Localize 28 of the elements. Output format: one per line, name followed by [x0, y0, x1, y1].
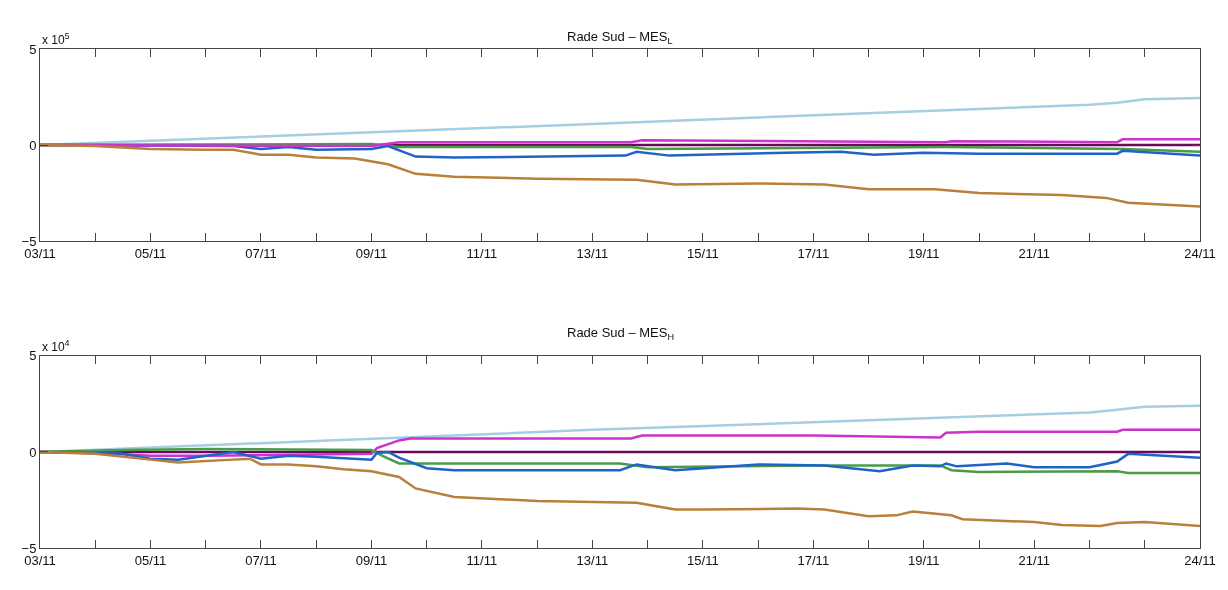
x-tick-label: 24/11 — [1184, 552, 1216, 568]
x-tick-label: 19/11 — [908, 245, 940, 261]
x-tick-label: 05/11 — [134, 245, 167, 261]
x-tick-label: 09/11 — [355, 245, 388, 261]
x-tick-label: 07/11 — [245, 552, 277, 568]
x-tick-label: 15/11 — [687, 245, 719, 261]
x-tick-label: 21/11 — [1018, 552, 1051, 568]
y-tick-label: 5 — [29, 41, 37, 57]
x-tick-label: 09/11 — [355, 552, 388, 568]
text: x 10$^{5}$ — [42, 31, 70, 48]
x-tick-label: 13/11 — [576, 552, 609, 568]
x-tick-label: 11/11 — [466, 552, 498, 568]
y-tick-label: 5 — [29, 348, 37, 364]
y-tick-label: 0 — [29, 137, 37, 153]
x-tick-label: 15/11 — [687, 552, 719, 568]
x-tick-label: 19/11 — [908, 552, 940, 568]
x-tick-label: 17/11 — [797, 245, 830, 261]
x-tick-label: 21/11 — [1018, 245, 1051, 261]
x-tick-label: 07/11 — [245, 245, 277, 261]
chart-title: Rade Sud – MES$_{H}$ — [567, 325, 675, 342]
text: x 10$^{4}$ — [42, 338, 70, 355]
x-tick-label: 11/11 — [466, 245, 498, 261]
x-tick-label: 24/11 — [1184, 245, 1216, 261]
x-tick-label: 05/11 — [134, 552, 167, 568]
x-tick-label: 17/11 — [797, 552, 830, 568]
chart-title: Rade Sud – MES$_{L}$ — [567, 29, 673, 46]
y-tick-label: 0 — [29, 444, 37, 460]
x-tick-label: 13/11 — [576, 245, 609, 261]
